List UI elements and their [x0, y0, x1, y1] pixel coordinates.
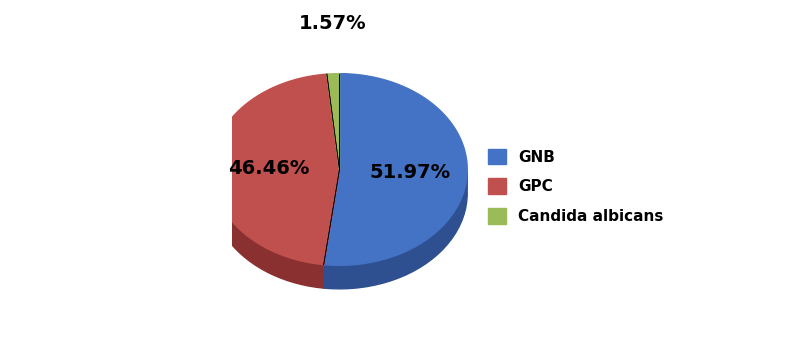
- Text: 46.46%: 46.46%: [229, 159, 310, 178]
- Polygon shape: [327, 74, 339, 170]
- Polygon shape: [212, 74, 339, 265]
- Text: 1.57%: 1.57%: [298, 14, 366, 33]
- Polygon shape: [324, 172, 467, 289]
- Legend: GNB, GPC, Candida albicans: GNB, GPC, Candida albicans: [482, 142, 670, 230]
- Polygon shape: [212, 171, 324, 288]
- Polygon shape: [324, 74, 467, 265]
- Text: 51.97%: 51.97%: [369, 163, 450, 182]
